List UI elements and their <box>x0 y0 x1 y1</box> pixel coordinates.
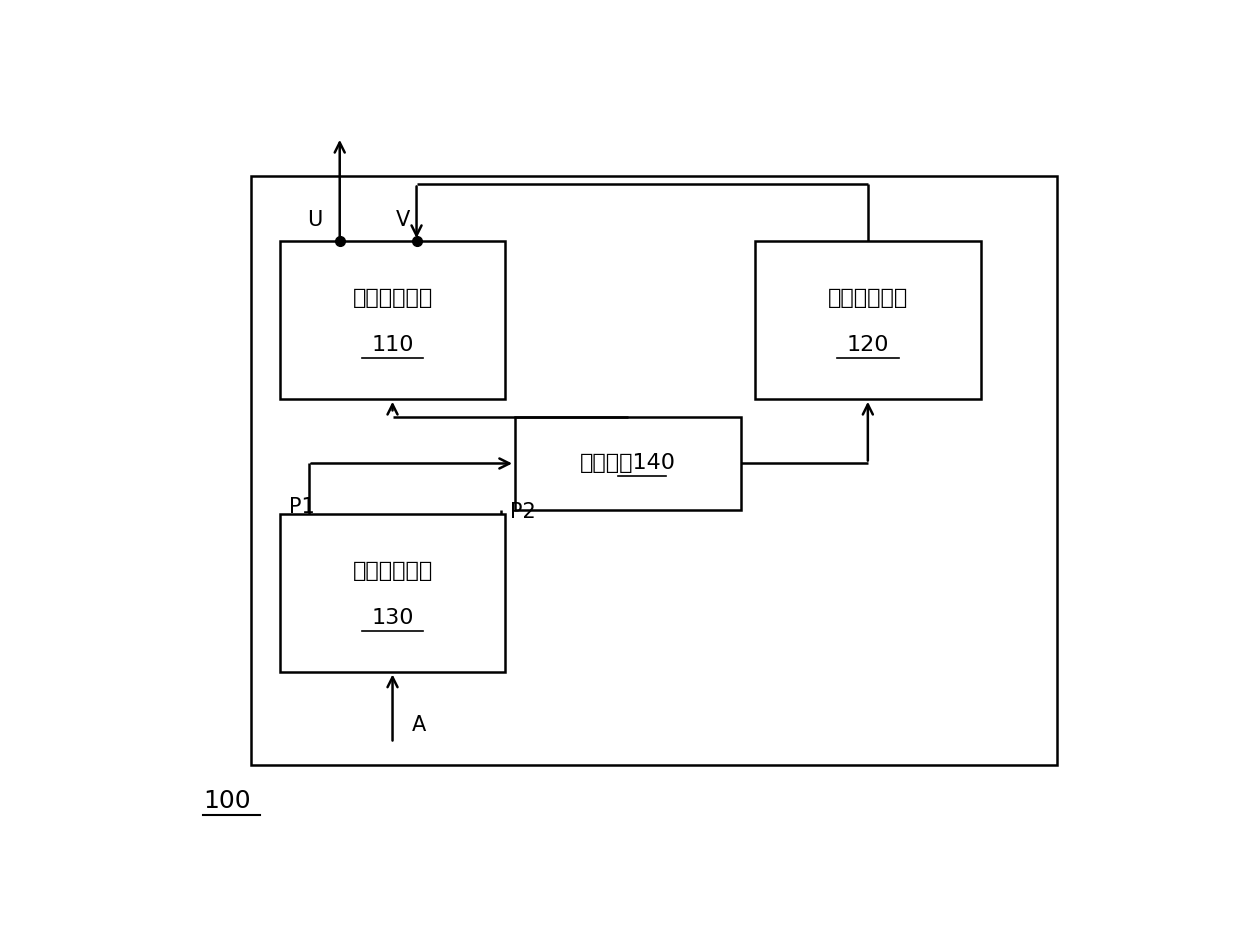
Text: 处理模块140: 处理模块140 <box>580 454 675 473</box>
Text: 100: 100 <box>203 788 250 813</box>
Text: 第一存储模块: 第一存储模块 <box>352 288 432 308</box>
Text: 120: 120 <box>846 336 890 355</box>
Text: P1: P1 <box>290 497 315 516</box>
Text: V: V <box>395 211 410 230</box>
Text: 110: 110 <box>372 336 414 355</box>
Text: A: A <box>411 716 426 735</box>
Text: 第二存储模块: 第二存储模块 <box>828 288 908 308</box>
Bar <box>280 241 506 399</box>
Text: U: U <box>307 211 322 230</box>
Bar <box>280 514 506 672</box>
Text: P2: P2 <box>510 502 536 522</box>
Text: 130: 130 <box>372 608 414 628</box>
Bar <box>250 176 1057 765</box>
Bar <box>755 241 981 399</box>
Text: 故障侦测模块: 故障侦测模块 <box>352 561 432 582</box>
Bar <box>515 417 741 510</box>
